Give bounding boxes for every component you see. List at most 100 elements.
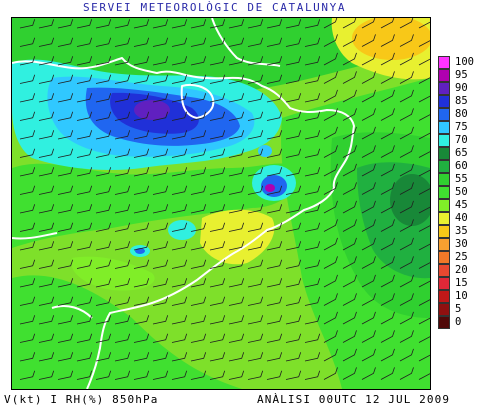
wind-barb xyxy=(57,222,74,232)
wind-barb xyxy=(285,93,302,103)
wind-barb xyxy=(57,333,74,343)
wind-barb xyxy=(361,293,376,306)
wind-barbs xyxy=(19,18,430,380)
wind-barb xyxy=(399,237,414,251)
wind-barb xyxy=(76,185,93,195)
legend-swatch xyxy=(438,264,450,277)
wind-barb xyxy=(76,167,93,177)
wind-barb xyxy=(57,241,74,251)
wind-barb xyxy=(361,274,376,288)
rh-field-75 xyxy=(258,145,272,157)
wind-barb xyxy=(361,52,376,66)
wind-barb xyxy=(285,204,302,214)
wind-barb xyxy=(323,311,338,325)
wind-barb xyxy=(418,40,430,47)
wind-barb xyxy=(342,311,357,325)
legend-label: 70 xyxy=(455,134,468,146)
wind-barb xyxy=(209,185,226,195)
wind-barb xyxy=(247,204,264,214)
wind-barb xyxy=(304,352,321,362)
wind-barb xyxy=(76,259,93,269)
wind-barb xyxy=(342,34,357,47)
wind-barb xyxy=(57,352,74,362)
wind-barb xyxy=(19,222,36,232)
wind-barb xyxy=(38,352,55,362)
wind-barb xyxy=(228,222,245,232)
wind-barb xyxy=(95,93,112,103)
wind-barb xyxy=(133,185,150,195)
wind-barb xyxy=(247,296,264,306)
legend-entry: 100 xyxy=(438,56,484,69)
wind-barb xyxy=(304,259,321,269)
wind-barb xyxy=(361,126,376,140)
wind-barb xyxy=(19,333,36,343)
wind-barb xyxy=(342,71,357,84)
wind-barb xyxy=(114,204,131,214)
legend-entry: 25 xyxy=(438,251,484,264)
wind-barb xyxy=(266,259,283,269)
wind-barb xyxy=(228,148,245,158)
rh-field-40 xyxy=(200,209,275,265)
wind-barb xyxy=(285,333,302,343)
legend-entry: 90 xyxy=(438,82,484,95)
wind-barb xyxy=(190,74,207,84)
wind-barb xyxy=(266,148,283,158)
wind-barb xyxy=(76,241,93,251)
legend-entry: 50 xyxy=(438,186,484,199)
wind-barb xyxy=(38,37,55,47)
wind-barb xyxy=(171,259,188,269)
wind-barb xyxy=(152,37,169,47)
wind-barb xyxy=(190,296,207,306)
legend-swatch xyxy=(438,238,450,251)
wind-barb xyxy=(38,222,55,232)
wind-barb xyxy=(399,200,414,214)
wind-barb xyxy=(380,71,395,84)
wind-barb xyxy=(266,278,283,288)
wind-barb xyxy=(228,167,245,177)
legend-swatch xyxy=(438,173,450,186)
wind-barb xyxy=(361,367,376,380)
wind-barb xyxy=(76,56,93,66)
wind-barb xyxy=(95,111,112,121)
wind-barb xyxy=(247,19,264,29)
wind-barb xyxy=(399,293,414,306)
wind-barb xyxy=(95,222,112,232)
wind-barb xyxy=(57,37,74,47)
wind-barb xyxy=(380,89,395,103)
wind-barb xyxy=(114,185,131,195)
wind-barb xyxy=(418,77,430,84)
wind-barb xyxy=(399,367,414,380)
wind-barb xyxy=(228,111,245,121)
wind-barb xyxy=(247,259,264,269)
wind-barb xyxy=(342,52,357,66)
rh-field-45 xyxy=(71,256,155,291)
wind-barb xyxy=(152,241,169,251)
wind-barb xyxy=(418,151,430,158)
wind-barb xyxy=(152,296,169,306)
wind-barb xyxy=(209,74,226,84)
legend-label: 80 xyxy=(455,108,468,120)
wind-barb xyxy=(323,367,338,380)
wind-barb xyxy=(285,74,302,84)
wind-barb xyxy=(152,19,169,29)
wind-barb xyxy=(228,259,245,269)
wind-barb xyxy=(76,278,93,288)
wind-barb xyxy=(323,89,338,103)
wind-barb xyxy=(209,333,226,343)
wind-barb xyxy=(304,167,321,177)
legend-label: 50 xyxy=(455,186,468,198)
legend-swatch xyxy=(438,225,450,238)
wind-barb xyxy=(342,293,357,306)
wind-barb xyxy=(209,37,226,47)
wind-barb xyxy=(323,18,338,29)
legend-entry: 0 xyxy=(438,316,484,329)
wind-barb xyxy=(209,259,226,269)
wind-barb xyxy=(114,259,131,269)
wind-barb xyxy=(152,352,169,362)
wind-barb xyxy=(399,34,414,47)
wind-barb xyxy=(228,315,245,325)
wind-barb xyxy=(228,19,245,29)
wind-barb xyxy=(76,148,93,158)
wind-barb xyxy=(19,167,36,177)
wind-barb xyxy=(133,259,150,269)
